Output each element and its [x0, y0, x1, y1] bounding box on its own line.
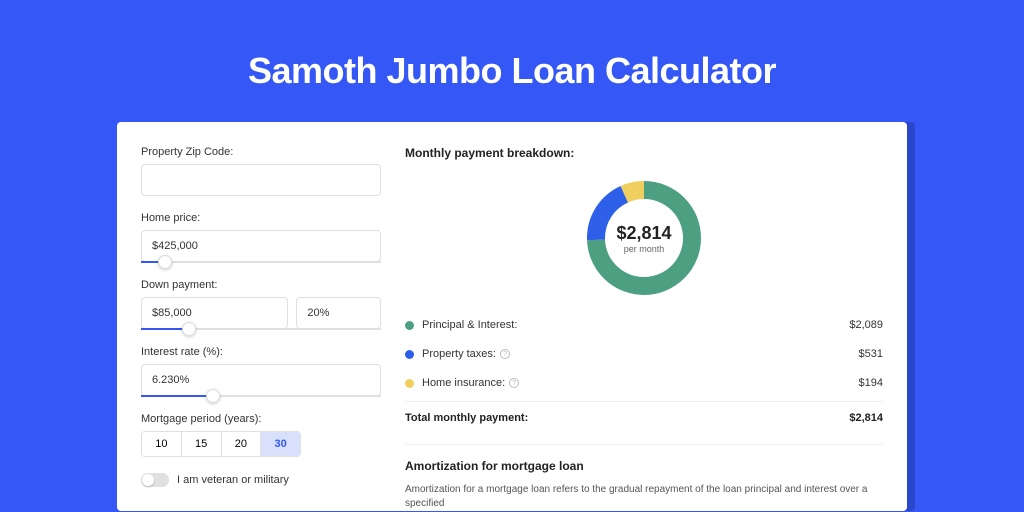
- mortgage-period-option-10[interactable]: 10: [142, 432, 182, 456]
- interest-rate-field: Interest rate (%):: [141, 346, 381, 397]
- down-payment-slider[interactable]: [141, 328, 381, 330]
- legend: Principal & Interest:$2,089Property taxe…: [405, 310, 883, 397]
- breakdown-title: Monthly payment breakdown:: [405, 146, 883, 160]
- down-payment-field: Down payment:: [141, 279, 381, 330]
- mortgage-period-field: Mortgage period (years): 10152030: [141, 413, 381, 457]
- amortization-title: Amortization for mortgage loan: [405, 459, 883, 473]
- interest-rate-slider[interactable]: [141, 395, 381, 397]
- mortgage-period-option-30[interactable]: 30: [261, 432, 300, 456]
- home-price-label: Home price:: [141, 212, 381, 224]
- zip-label: Property Zip Code:: [141, 146, 381, 158]
- toggle-knob: [142, 474, 154, 486]
- form-column: Property Zip Code: Home price: Down paym…: [141, 146, 381, 511]
- home-price-input[interactable]: [141, 230, 381, 262]
- donut-amount: $2,814: [616, 223, 671, 244]
- legend-label: Home insurance:?: [422, 377, 859, 389]
- donut-center: $2,814 per month: [584, 178, 704, 298]
- legend-value: $194: [859, 377, 883, 389]
- interest-rate-label: Interest rate (%):: [141, 346, 381, 358]
- total-value: $2,814: [849, 412, 883, 424]
- donut-chart: $2,814 per month: [405, 172, 883, 310]
- mortgage-period-label: Mortgage period (years):: [141, 413, 381, 425]
- home-price-slider[interactable]: [141, 261, 381, 263]
- mortgage-period-segmented: 10152030: [141, 431, 301, 457]
- down-payment-amount-input[interactable]: [141, 297, 288, 329]
- legend-value: $531: [859, 348, 883, 360]
- breakdown-column: Monthly payment breakdown: $2,814 per mo…: [405, 146, 883, 511]
- legend-label: Principal & Interest:: [422, 319, 849, 331]
- divider: [405, 444, 883, 445]
- zip-field: Property Zip Code:: [141, 146, 381, 196]
- slider-thumb[interactable]: [158, 255, 172, 269]
- legend-row: Property taxes:?$531: [405, 339, 883, 368]
- legend-dot: [405, 321, 414, 330]
- legend-value: $2,089: [849, 319, 883, 331]
- legend-dot: [405, 350, 414, 359]
- home-price-field: Home price:: [141, 212, 381, 263]
- page-title: Samoth Jumbo Loan Calculator: [0, 50, 1024, 92]
- zip-input[interactable]: [141, 164, 381, 196]
- donut-sub: per month: [624, 244, 665, 254]
- veteran-row: I am veteran or military: [141, 473, 381, 487]
- amortization-text: Amortization for a mortgage loan refers …: [405, 483, 883, 511]
- info-icon[interactable]: ?: [509, 378, 519, 388]
- slider-fill: [141, 395, 213, 397]
- mortgage-period-option-15[interactable]: 15: [182, 432, 222, 456]
- veteran-toggle[interactable]: [141, 473, 169, 487]
- down-payment-label: Down payment:: [141, 279, 381, 291]
- interest-rate-input[interactable]: [141, 364, 381, 396]
- down-payment-pct-input[interactable]: [296, 297, 381, 329]
- slider-thumb[interactable]: [206, 389, 220, 403]
- calculator-card: Property Zip Code: Home price: Down paym…: [117, 122, 907, 511]
- total-row: Total monthly payment: $2,814: [405, 401, 883, 436]
- mortgage-period-option-20[interactable]: 20: [222, 432, 262, 456]
- legend-row: Principal & Interest:$2,089: [405, 310, 883, 339]
- info-icon[interactable]: ?: [500, 349, 510, 359]
- slider-thumb[interactable]: [182, 322, 196, 336]
- legend-row: Home insurance:?$194: [405, 368, 883, 397]
- total-label: Total monthly payment:: [405, 412, 849, 424]
- legend-dot: [405, 379, 414, 388]
- legend-label: Property taxes:?: [422, 348, 859, 360]
- veteran-label: I am veteran or military: [177, 474, 289, 486]
